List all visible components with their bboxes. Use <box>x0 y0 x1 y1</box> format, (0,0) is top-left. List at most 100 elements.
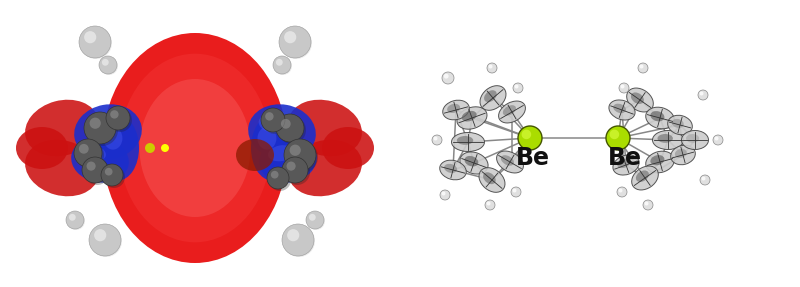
Circle shape <box>610 130 619 139</box>
Ellipse shape <box>686 134 699 143</box>
Ellipse shape <box>457 136 474 145</box>
Ellipse shape <box>672 119 684 128</box>
Circle shape <box>276 114 304 142</box>
Circle shape <box>273 56 291 74</box>
Ellipse shape <box>447 104 460 113</box>
Ellipse shape <box>460 152 488 174</box>
Ellipse shape <box>636 170 649 182</box>
Circle shape <box>101 164 123 186</box>
Circle shape <box>280 27 312 59</box>
Ellipse shape <box>85 114 115 133</box>
Circle shape <box>487 63 497 73</box>
Ellipse shape <box>259 137 317 183</box>
Circle shape <box>278 116 306 144</box>
Circle shape <box>279 26 311 58</box>
Circle shape <box>89 224 121 256</box>
Circle shape <box>511 187 521 197</box>
Circle shape <box>698 90 708 100</box>
Circle shape <box>434 137 438 141</box>
Circle shape <box>645 201 649 205</box>
Ellipse shape <box>646 107 674 129</box>
Circle shape <box>102 59 109 66</box>
Circle shape <box>108 108 132 132</box>
Ellipse shape <box>609 100 635 120</box>
Circle shape <box>90 225 122 257</box>
Ellipse shape <box>618 159 630 168</box>
Circle shape <box>699 92 703 96</box>
Circle shape <box>432 135 442 145</box>
Circle shape <box>274 57 292 75</box>
Circle shape <box>90 118 101 129</box>
Circle shape <box>489 65 493 69</box>
Ellipse shape <box>25 100 99 156</box>
Ellipse shape <box>248 104 316 160</box>
Ellipse shape <box>288 140 362 196</box>
Ellipse shape <box>632 166 658 190</box>
Circle shape <box>514 84 518 88</box>
Circle shape <box>307 212 325 230</box>
Circle shape <box>306 211 324 229</box>
Ellipse shape <box>675 149 686 158</box>
Circle shape <box>639 65 643 69</box>
Circle shape <box>271 171 278 179</box>
Circle shape <box>79 26 111 58</box>
Circle shape <box>282 224 314 256</box>
Circle shape <box>266 112 274 121</box>
Ellipse shape <box>484 90 497 102</box>
Circle shape <box>94 229 106 241</box>
Ellipse shape <box>71 137 129 183</box>
Circle shape <box>290 145 301 156</box>
Ellipse shape <box>465 156 478 166</box>
Ellipse shape <box>236 139 274 171</box>
Circle shape <box>486 201 490 205</box>
Ellipse shape <box>483 172 496 184</box>
Ellipse shape <box>670 145 695 165</box>
Circle shape <box>106 106 130 130</box>
Ellipse shape <box>102 33 287 263</box>
Circle shape <box>513 83 523 93</box>
Circle shape <box>284 31 296 43</box>
Circle shape <box>282 157 308 183</box>
Ellipse shape <box>258 114 289 133</box>
Circle shape <box>286 141 318 173</box>
Circle shape <box>66 211 84 229</box>
Circle shape <box>276 59 282 66</box>
Ellipse shape <box>653 131 683 150</box>
Circle shape <box>84 31 96 43</box>
Circle shape <box>74 139 102 167</box>
Ellipse shape <box>322 127 374 169</box>
Circle shape <box>105 168 113 176</box>
Ellipse shape <box>479 168 505 192</box>
Circle shape <box>86 114 118 146</box>
Circle shape <box>100 57 118 75</box>
Ellipse shape <box>613 155 639 175</box>
Circle shape <box>281 119 290 129</box>
Ellipse shape <box>631 92 644 104</box>
Circle shape <box>286 162 296 171</box>
Text: Be: Be <box>516 146 550 170</box>
Circle shape <box>713 135 723 145</box>
Circle shape <box>145 143 155 153</box>
Circle shape <box>606 126 630 150</box>
Ellipse shape <box>497 151 523 173</box>
Ellipse shape <box>119 54 271 242</box>
Text: Be: Be <box>608 146 642 170</box>
Circle shape <box>263 110 287 134</box>
Ellipse shape <box>646 151 674 173</box>
Ellipse shape <box>480 86 506 110</box>
Ellipse shape <box>442 100 470 120</box>
Circle shape <box>284 139 316 171</box>
Circle shape <box>86 162 96 171</box>
Ellipse shape <box>658 134 673 143</box>
Circle shape <box>700 175 710 185</box>
Ellipse shape <box>97 115 139 181</box>
Ellipse shape <box>80 145 106 161</box>
Circle shape <box>76 141 104 169</box>
Circle shape <box>269 169 291 191</box>
Circle shape <box>518 126 542 150</box>
Ellipse shape <box>25 140 99 196</box>
Ellipse shape <box>503 105 516 116</box>
Circle shape <box>79 144 89 154</box>
Ellipse shape <box>444 164 457 173</box>
Circle shape <box>522 130 531 139</box>
